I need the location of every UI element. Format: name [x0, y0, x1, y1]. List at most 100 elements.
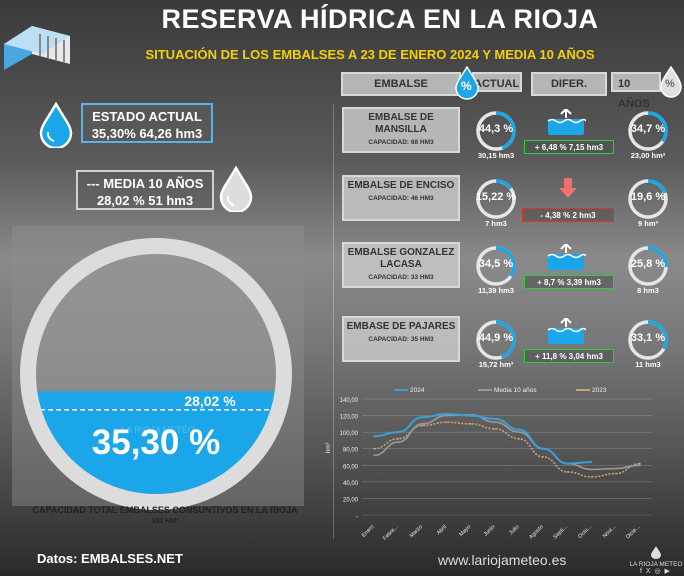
- data-point: [397, 437, 400, 440]
- brand-logo: LA RIOJA METEO: [628, 545, 684, 568]
- difference-badge: - 4,38 % 2 hm3: [522, 208, 614, 222]
- series-line-0: [374, 412, 592, 465]
- actual-percent: 44,9 %: [478, 332, 514, 344]
- avg-volume: 23,00 hm³: [630, 151, 666, 160]
- data-source: Datos: EMBALSES.NET: [37, 551, 183, 566]
- x-tick-label: Octu...: [577, 524, 593, 540]
- header-difer: DIFER.: [531, 72, 607, 96]
- y-tick-label: 80,00: [343, 448, 359, 454]
- data-point: [518, 428, 520, 431]
- down-arrow-icon: [558, 177, 578, 204]
- water-rise-icon: [546, 316, 587, 351]
- data-point: [421, 424, 424, 427]
- data-point: [421, 423, 424, 425]
- media-title: --- MEDIA 10 AÑOS: [86, 176, 204, 191]
- data-point: [373, 435, 375, 438]
- capacity-value: 182 HM³: [151, 518, 179, 525]
- data-point: [518, 431, 520, 433]
- x-tick-label: Junio: [483, 524, 497, 538]
- actual-ring: 44,3 %: [474, 109, 518, 153]
- actual-volume: 30,15 hm3: [477, 151, 515, 160]
- data-point: [566, 471, 569, 473]
- y-tick-label: 40,00: [343, 481, 359, 487]
- avg-volume: 8 hm3: [637, 286, 659, 295]
- estado-actual-box: ESTADO ACTUAL 35,30% 64,26 hm3: [81, 103, 213, 143]
- header-embalse: EMBALSE: [341, 72, 461, 96]
- data-point: [494, 428, 496, 430]
- dam-capacity: CAPACIDAD: 35 HM3: [368, 336, 434, 343]
- actual-ring: 34,5 %: [474, 244, 518, 288]
- x-tick-label: Mayo: [458, 524, 472, 538]
- x-tick-label: Enero: [361, 524, 376, 539]
- dam-capacity: CAPACIDAD: 68 HM3: [368, 139, 434, 146]
- dam-name: EMBALSE DE MANSILLA: [368, 112, 434, 135]
- avg-percent: 33,1 %: [630, 332, 666, 344]
- series-line-2: [374, 421, 640, 478]
- actual-percent: 44,3 %: [478, 123, 514, 135]
- data-point: [614, 472, 617, 475]
- actual-ring: 15,22 %: [474, 177, 518, 221]
- actual-percent: 34,5 %: [478, 258, 514, 270]
- estado-title: ESTADO ACTUAL: [92, 109, 202, 124]
- actual-ring: 44,9 %: [474, 318, 518, 362]
- avg-ring: 34,7 %: [626, 109, 670, 153]
- social-icons[interactable]: f X ◎ ▶: [640, 568, 671, 575]
- data-point: [566, 462, 569, 465]
- data-point: [445, 413, 448, 415]
- avg-ring: 19,6 %: [626, 177, 670, 221]
- dam-name: EMBALSE DE ENCISO: [347, 180, 455, 191]
- data-point: [639, 462, 641, 465]
- data-point: [421, 416, 424, 419]
- difference-badge: + 6,48 % 7,15 hm3: [524, 140, 614, 154]
- avg-volume: 11 hm3: [635, 360, 661, 369]
- dam-name: EMBASE DE PAJARES: [346, 321, 456, 332]
- actual-volume: 11,39 hm3: [478, 286, 514, 295]
- data-point: [373, 454, 375, 457]
- data-point: [397, 431, 400, 433]
- data-point: [590, 461, 593, 463]
- data-point: [445, 414, 448, 417]
- x-tick-label: Abril: [436, 524, 448, 536]
- data-point: [590, 476, 593, 478]
- x-tick-label: Marzo: [409, 524, 424, 539]
- dam-name-box: EMBASE DE PAJARES CAPACIDAD: 35 HM3: [342, 316, 460, 362]
- data-point: [373, 447, 375, 450]
- avg-volume: 9 hm³: [637, 219, 658, 228]
- percent-drop-icon: %: [454, 65, 480, 105]
- capacity-caption: CAPACIDAD TOTAL EMBALSES CONSUNTIVOS EN …: [32, 505, 298, 515]
- avg-percent: 25,8 %: [630, 258, 666, 270]
- current-percent: 35,30 %: [91, 423, 221, 462]
- total-gauge: LA RIOJA METEO: [8, 226, 308, 521]
- data-point: [542, 447, 545, 450]
- dam-name-box: EMBALSE GONZALEZ LACASA CAPACIDAD: 33 HM…: [342, 242, 460, 288]
- brand-drop-icon: [651, 546, 661, 559]
- y-tick-label: 60,00: [343, 464, 359, 470]
- y-tick-label: 120,00: [340, 415, 359, 421]
- y-tick-label: 140,00: [340, 398, 359, 404]
- website-link[interactable]: www.lariojameteo.es: [438, 552, 567, 568]
- gauge-watermark: LA RIOJA METEO: [121, 425, 195, 435]
- actual-volume: 15,72 hm³: [478, 360, 514, 369]
- x-tick-label: Julio: [508, 524, 520, 536]
- water-rise-icon: [546, 107, 587, 142]
- data-point: [639, 464, 641, 467]
- data-point: [469, 423, 472, 425]
- legend-label: 2023: [592, 387, 607, 394]
- avg-ring: 33,1 %: [626, 318, 670, 362]
- avg-percent: 34,7 %: [630, 123, 666, 135]
- dam-name-box: EMBALSE DE ENCISO CAPACIDAD: 46 HM3: [342, 175, 460, 221]
- header-10-anos: 10 AÑOS: [611, 72, 661, 110]
- data-point: [445, 421, 448, 423]
- legend-label: 2024: [410, 387, 425, 394]
- page-title: RESERVA HÍDRICA EN LA RIOJA: [161, 4, 599, 34]
- media-value: 28,02 % 51 hm3: [96, 193, 194, 208]
- actual-volume: 7 hm3: [485, 219, 507, 228]
- average-percent: 28,02 %: [184, 393, 236, 409]
- avg-ring: 25,8 %: [626, 244, 670, 288]
- data-point: [494, 421, 496, 423]
- legend-label: Media 10 años: [494, 387, 537, 394]
- percent-drop-grey-icon: %: [659, 65, 683, 103]
- data-point: [397, 441, 400, 443]
- x-tick-label: Novi...: [602, 524, 618, 540]
- series-line-1: [374, 413, 640, 471]
